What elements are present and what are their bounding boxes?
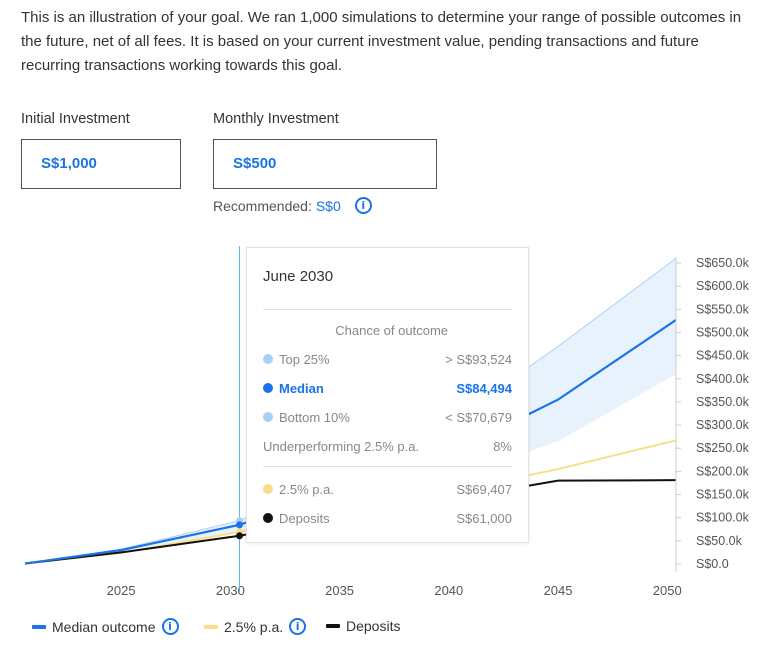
x-tick-label: 2040 bbox=[434, 583, 463, 598]
monthly-investment-input[interactable]: S$500 bbox=[213, 139, 437, 189]
monthly-investment-label: Monthly Investment bbox=[213, 111, 339, 127]
deposits-swatch bbox=[326, 624, 340, 628]
y-tick-label: S$100.0k bbox=[696, 511, 750, 525]
top25-dot bbox=[263, 354, 273, 364]
tooltip-divider bbox=[263, 309, 512, 310]
y-tick-label: S$650.0k bbox=[696, 256, 750, 270]
y-tick-label: S$350.0k bbox=[696, 395, 750, 409]
initial-investment-label: Initial Investment bbox=[21, 111, 130, 127]
legend-median-label: Median outcome bbox=[52, 618, 156, 635]
deposits-dot bbox=[263, 513, 273, 523]
tooltip-row-median: Median S$84,494 bbox=[263, 378, 512, 398]
legend-benchmark: 2.5% p.a. i bbox=[204, 618, 307, 635]
y-tick-label: S$200.0k bbox=[696, 464, 750, 478]
info-icon[interactable]: i bbox=[289, 618, 307, 635]
x-tick-label: 2045 bbox=[544, 583, 573, 598]
legend-median: Median outcome i bbox=[32, 618, 179, 635]
legend-deposits-label: Deposits bbox=[346, 618, 401, 634]
y-tick-label: S$150.0k bbox=[696, 488, 750, 502]
deposits-marker bbox=[236, 532, 244, 540]
y-tick-label: S$300.0k bbox=[696, 418, 750, 432]
y-tick-label: S$600.0k bbox=[696, 279, 750, 293]
y-tick-label: S$0.0 bbox=[696, 557, 729, 571]
median-swatch bbox=[32, 624, 46, 629]
y-tick-label: S$400.0k bbox=[696, 372, 750, 386]
recommended-value: S$0 bbox=[315, 197, 341, 214]
median-marker bbox=[236, 521, 244, 529]
legend-benchmark-label: 2.5% p.a. bbox=[224, 618, 284, 635]
tooltip-date: June 2030 bbox=[263, 268, 334, 285]
y-tick-label: S$250.0k bbox=[696, 441, 750, 455]
y-tick-label: S$450.0k bbox=[696, 349, 750, 363]
initial-investment-input[interactable]: S$1,000 bbox=[21, 139, 181, 189]
chart-tooltip: June 2030 Chance of outcome Top 25% > S$… bbox=[246, 247, 529, 543]
x-tick-label: 2030 bbox=[216, 583, 245, 598]
y-tick-label: S$50.0k bbox=[696, 534, 743, 548]
benchmark-dot bbox=[263, 484, 273, 494]
tooltip-header: Chance of outcome bbox=[335, 323, 448, 338]
recommended-row: Recommended: S$0 i bbox=[213, 197, 372, 214]
median-dot bbox=[263, 383, 273, 393]
tooltip-row-underperforming: Underperforming 2.5% p.a. 8% bbox=[263, 438, 512, 454]
tooltip-row-top25: Top 25% > S$93,524 bbox=[263, 349, 512, 369]
y-tick-label: S$550.0k bbox=[696, 302, 750, 316]
tooltip-row-bottom10: Bottom 10% < S$70,679 bbox=[263, 407, 512, 427]
x-tick-label: 2035 bbox=[325, 583, 354, 598]
info-icon[interactable]: i bbox=[161, 618, 179, 635]
legend-deposits: Deposits bbox=[326, 618, 400, 634]
info-icon[interactable]: i bbox=[354, 197, 372, 214]
intro-text: This is an illustration of your goal. We… bbox=[21, 9, 742, 74]
bottom10-dot bbox=[263, 412, 273, 422]
y-tick-label: S$500.0k bbox=[696, 325, 750, 339]
x-tick-label: 2025 bbox=[107, 583, 136, 598]
recommended-label: Recommended: bbox=[213, 197, 312, 214]
benchmark-swatch bbox=[204, 624, 218, 629]
tooltip-row-deposits: Deposits S$61,000 bbox=[263, 508, 512, 528]
x-tick-label: 2050 bbox=[653, 583, 682, 598]
tooltip-divider-2 bbox=[263, 466, 512, 467]
tooltip-row-benchmark: 2.5% p.a. S$69,407 bbox=[263, 479, 512, 499]
